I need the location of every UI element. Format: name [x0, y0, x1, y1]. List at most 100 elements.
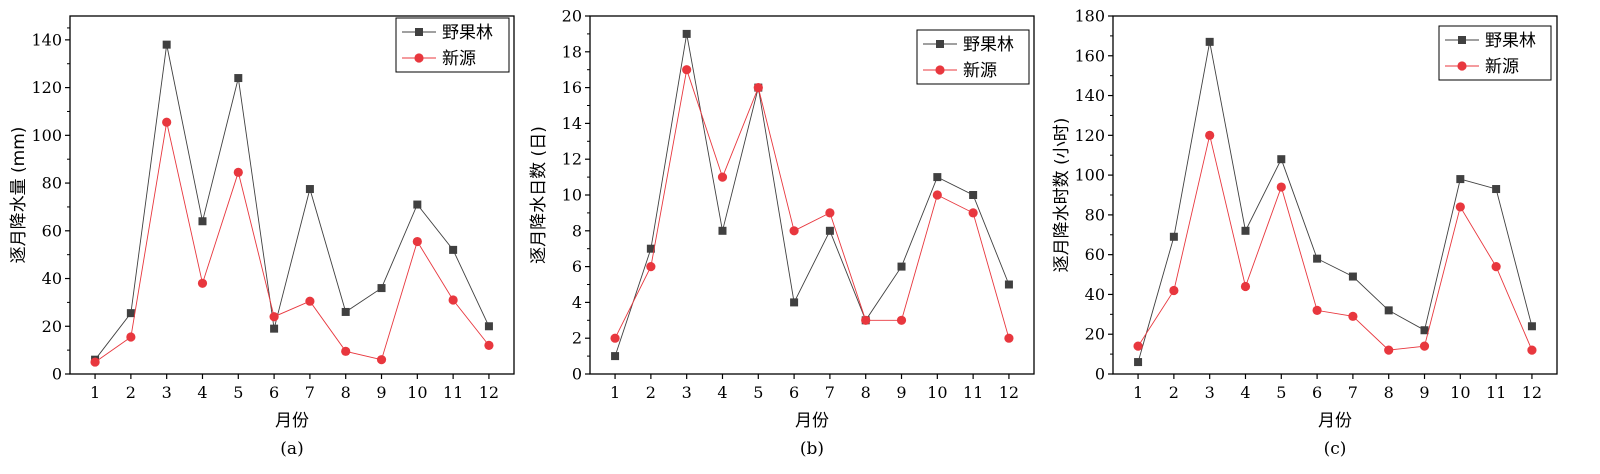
y-tick-label: 80	[42, 174, 62, 193]
y-tick-label: 2	[572, 329, 582, 348]
y-axis-label: 逐月降水日数 (日)	[529, 126, 549, 264]
data-point-square	[1527, 322, 1536, 331]
legend-label: 新源	[442, 49, 476, 69]
x-tick-label: 11	[443, 383, 463, 402]
legend-label: 野果林	[442, 23, 493, 43]
data-point-square	[484, 322, 493, 331]
x-tick-label: 6	[789, 383, 799, 402]
data-point-square	[790, 298, 799, 307]
data-point-circle	[1491, 262, 1501, 272]
data-point-circle	[162, 117, 172, 127]
x-tick-label: 12	[479, 383, 499, 402]
data-point-square	[1169, 232, 1178, 241]
data-point-circle	[896, 315, 907, 325]
data-point-circle	[789, 226, 799, 236]
data-point-circle	[1276, 182, 1286, 192]
data-point-circle	[968, 208, 978, 218]
data-point-square	[825, 226, 834, 235]
x-tick-label: 11	[1486, 383, 1506, 402]
x-tick-label: 1	[1133, 383, 1143, 402]
x-tick-label: 2	[1169, 383, 1179, 402]
y-tick-label: 120	[1074, 126, 1105, 145]
chart-panel-a: 1 2 3 4 5 6 7 8 9 10 11 12020406080100120140月份(a)逐月…	[9, 15, 515, 459]
series-line-xinyuan	[1137, 135, 1533, 351]
x-tick-label: 6	[1312, 383, 1322, 402]
data-point-square	[1205, 37, 1214, 46]
data-point-circle	[825, 208, 835, 218]
legend-label: 野果林	[963, 35, 1014, 55]
legend-box	[916, 29, 1030, 85]
x-tick-label: 8	[1384, 383, 1394, 402]
data-point-circle	[1527, 345, 1537, 355]
legend-label: 新源	[963, 61, 997, 81]
series-line-yeguolin	[94, 44, 490, 360]
y-tick-label: 0	[572, 365, 582, 384]
data-point-square	[1241, 226, 1250, 235]
data-point-circle	[646, 262, 656, 272]
data-point-circle	[1384, 345, 1394, 355]
legend-marker-circle	[414, 53, 424, 63]
y-tick-label: 60	[1085, 245, 1105, 264]
x-tick-label: 3	[682, 383, 692, 402]
data-point-square	[933, 173, 942, 182]
data-point-square	[198, 217, 207, 226]
x-tick-label: 9	[376, 383, 386, 402]
y-tick-label: 80	[1085, 205, 1105, 224]
data-point-circle	[1419, 341, 1430, 351]
x-tick-label: 1	[90, 383, 100, 402]
series-line-xinyuan	[614, 69, 1010, 339]
x-tick-label: 9	[896, 383, 906, 402]
data-point-circle	[1004, 333, 1014, 343]
x-tick-label: 7	[305, 383, 315, 402]
x-tick-label: 11	[963, 383, 983, 402]
data-point-circle	[376, 355, 387, 365]
data-point-square	[1420, 326, 1429, 335]
x-tick-label: 4	[197, 383, 207, 402]
y-tick-label: 18	[562, 42, 582, 61]
legend-marker-circle	[935, 65, 945, 75]
x-tick-label: 4	[1240, 383, 1250, 402]
data-point-circle	[1169, 285, 1179, 296]
data-point-circle	[197, 278, 208, 288]
chart-caption: (b)	[800, 439, 824, 459]
data-point-circle	[1312, 305, 1322, 315]
data-point-circle	[484, 340, 494, 350]
y-tick-label: 60	[42, 221, 62, 240]
data-point-square	[1277, 155, 1286, 164]
y-tick-label: 4	[572, 293, 582, 312]
legend-label: 新源	[1485, 57, 1519, 77]
y-tick-label: 20	[562, 7, 582, 26]
x-tick-label: 5	[1276, 383, 1286, 402]
y-tick-label: 6	[572, 257, 582, 276]
data-point-circle	[126, 332, 136, 342]
y-tick-label: 12	[562, 150, 582, 169]
x-tick-label: 10	[927, 383, 947, 402]
legend-marker-square	[936, 40, 944, 48]
data-point-circle	[1455, 202, 1465, 212]
chart-caption: (c)	[1324, 439, 1347, 459]
y-tick-label: 180	[1074, 7, 1105, 26]
x-tick-label: 1	[610, 383, 620, 402]
x-tick-label: 8	[861, 383, 871, 402]
x-tick-label: 12	[999, 383, 1019, 402]
x-tick-label: 4	[717, 383, 727, 402]
data-point-circle	[610, 333, 620, 343]
y-tick-label: 8	[572, 221, 582, 240]
data-point-circle	[90, 357, 100, 367]
x-tick-label: 8	[341, 383, 351, 402]
data-point-circle	[1133, 341, 1143, 351]
data-point-circle	[269, 312, 279, 322]
x-tick-label: 7	[1348, 383, 1358, 402]
data-point-square	[1384, 306, 1393, 315]
y-tick-label: 0	[52, 365, 62, 384]
data-point-circle	[305, 296, 315, 306]
legend-marker-square	[415, 28, 423, 36]
y-tick-label: 10	[562, 186, 582, 205]
x-tick-label: 12	[1522, 383, 1542, 402]
y-tick-label: 14	[562, 114, 582, 133]
data-point-square	[270, 324, 279, 333]
data-point-square	[341, 307, 350, 316]
